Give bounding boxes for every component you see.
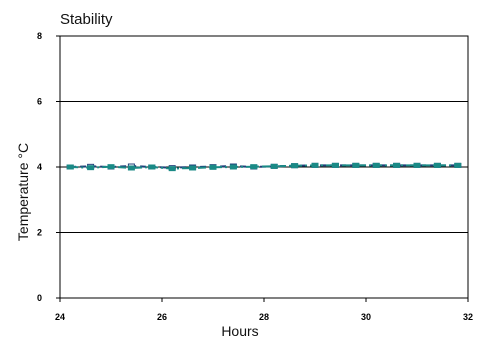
- data-point: [311, 162, 319, 168]
- data-point: [433, 162, 441, 168]
- data-point: [148, 164, 156, 170]
- data-point: [250, 164, 258, 170]
- x-axis-label: Hours: [221, 323, 258, 337]
- y-tick-label: 2: [37, 228, 42, 238]
- y-axis-ticks: 0 2 4 6 8: [37, 31, 60, 303]
- y-tick-label: 6: [37, 97, 42, 107]
- x-tick-label: 32: [463, 312, 473, 322]
- y-tick-label: 8: [37, 31, 42, 41]
- data-point: [393, 162, 401, 168]
- data-point: [372, 162, 380, 168]
- chart-title: Stability: [60, 11, 113, 28]
- data-point: [107, 164, 115, 170]
- data-point: [331, 162, 339, 168]
- data-point: [209, 164, 217, 170]
- x-axis-ticks: 24 26 28 30 32: [55, 298, 473, 322]
- data-point: [87, 165, 95, 171]
- y-tick-label: 4: [37, 162, 42, 172]
- y-axis-label: Temperature °C: [15, 143, 31, 241]
- x-tick-label: 28: [259, 312, 269, 322]
- x-tick-label: 26: [157, 312, 167, 322]
- data-point: [291, 163, 299, 169]
- data-point: [66, 164, 74, 170]
- data-point: [352, 162, 360, 168]
- series-layer: [66, 162, 462, 172]
- data-point: [229, 164, 237, 170]
- data-point: [189, 165, 197, 171]
- x-tick-label: 24: [55, 312, 65, 322]
- data-point: [127, 165, 135, 171]
- data-point: [270, 163, 278, 169]
- x-tick-label: 30: [361, 312, 371, 322]
- y-tick-label: 0: [37, 293, 42, 303]
- data-point: [413, 162, 421, 168]
- data-point: [454, 162, 462, 168]
- data-point: [168, 166, 176, 172]
